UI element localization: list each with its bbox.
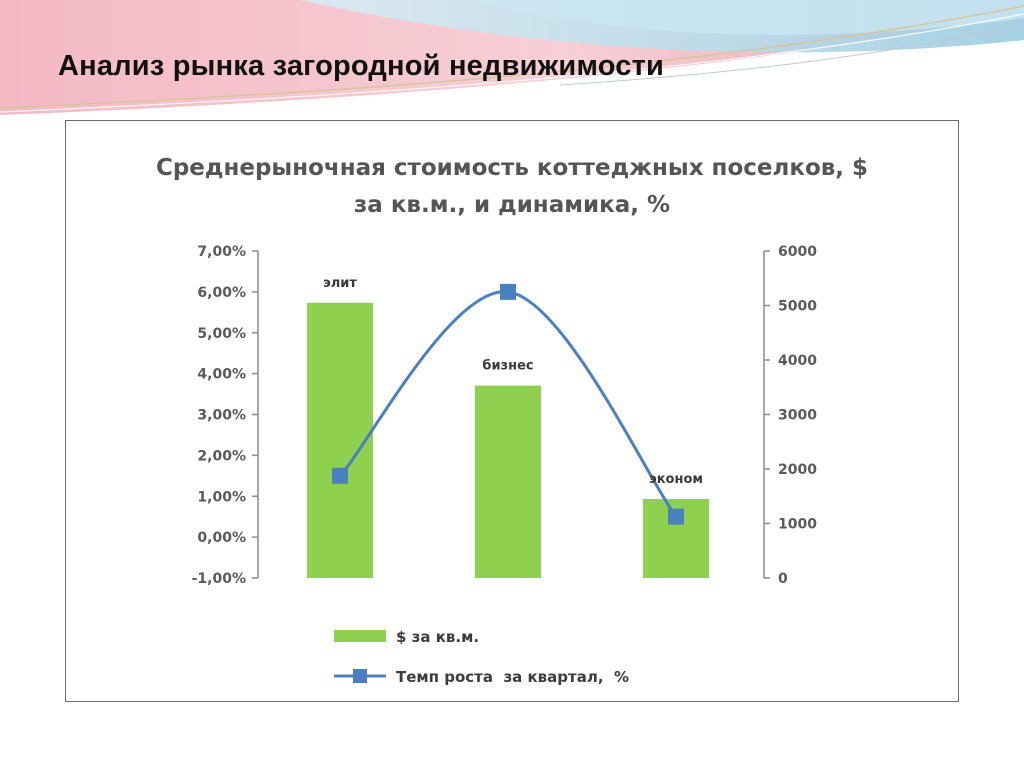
line-series bbox=[332, 283, 684, 525]
left-axis: 7,00% 6,00% 5,00% 4,00% 3,00% 2,00% 1,00% 0,00%… bbox=[192, 244, 259, 587]
left-axis-tick-label: 5,00% bbox=[197, 326, 246, 342]
growth-marker-2 bbox=[668, 508, 684, 525]
right-axis-tick-label: 5000 bbox=[778, 299, 817, 315]
chart-title-line-2: за кв.м., и динамика, % bbox=[354, 192, 670, 218]
growth-marker-1 bbox=[500, 283, 516, 300]
growth-marker-0 bbox=[332, 467, 348, 484]
slide-title: Анализ рынка загородной недвижимости bbox=[58, 50, 665, 82]
legend-bar-label: $ за кв.м. bbox=[396, 628, 479, 646]
right-axis: 6000 5000 4000 3000 2000 1000 0 bbox=[763, 244, 817, 587]
right-axis-tick-label: 4000 bbox=[778, 353, 817, 369]
right-axis-tick-label: 6000 bbox=[778, 244, 817, 260]
right-axis-tick-label: 0 bbox=[778, 571, 788, 587]
legend-bar-swatch bbox=[334, 630, 386, 642]
legend-line-marker bbox=[353, 669, 367, 683]
left-axis-tick-label: 6,00% bbox=[197, 285, 246, 301]
bar-category-label-1: бизнес bbox=[482, 359, 533, 374]
chart-frame: Среднерыночная стоимость коттеджных посе… bbox=[65, 120, 959, 702]
left-axis-tick-label: 4,00% bbox=[197, 367, 246, 383]
left-axis-tick-label: 3,00% bbox=[197, 408, 246, 424]
bar-1 bbox=[475, 385, 541, 578]
chart: Среднерыночная стоимость коттеджных посе… bbox=[156, 155, 868, 686]
bar-0 bbox=[307, 302, 373, 578]
left-axis-tick-label: -1,00% bbox=[192, 571, 246, 587]
bar-series bbox=[307, 302, 709, 578]
bar-category-label-2: эконом bbox=[649, 472, 703, 487]
left-axis-tick-label: 1,00% bbox=[197, 489, 246, 505]
right-axis-tick-label: 2000 bbox=[778, 462, 817, 478]
data-labels: элит бизнес эконом bbox=[323, 276, 703, 487]
right-axis-tick-label: 3000 bbox=[778, 408, 817, 424]
left-axis-tick-label: 7,00% bbox=[197, 244, 246, 260]
right-axis-tick-label: 1000 bbox=[778, 517, 817, 533]
legend-line-label: Темп роста за квартал, % bbox=[396, 668, 629, 686]
legend: $ за кв.м. Темп роста за квартал, % bbox=[334, 628, 629, 686]
chart-title-line-1: Среднерыночная стоимость коттеджных посе… bbox=[156, 155, 868, 181]
left-axis-tick-label: 0,00% bbox=[197, 530, 246, 546]
bar-category-label-0: элит bbox=[323, 276, 357, 291]
left-axis-tick-label: 2,00% bbox=[197, 448, 246, 464]
